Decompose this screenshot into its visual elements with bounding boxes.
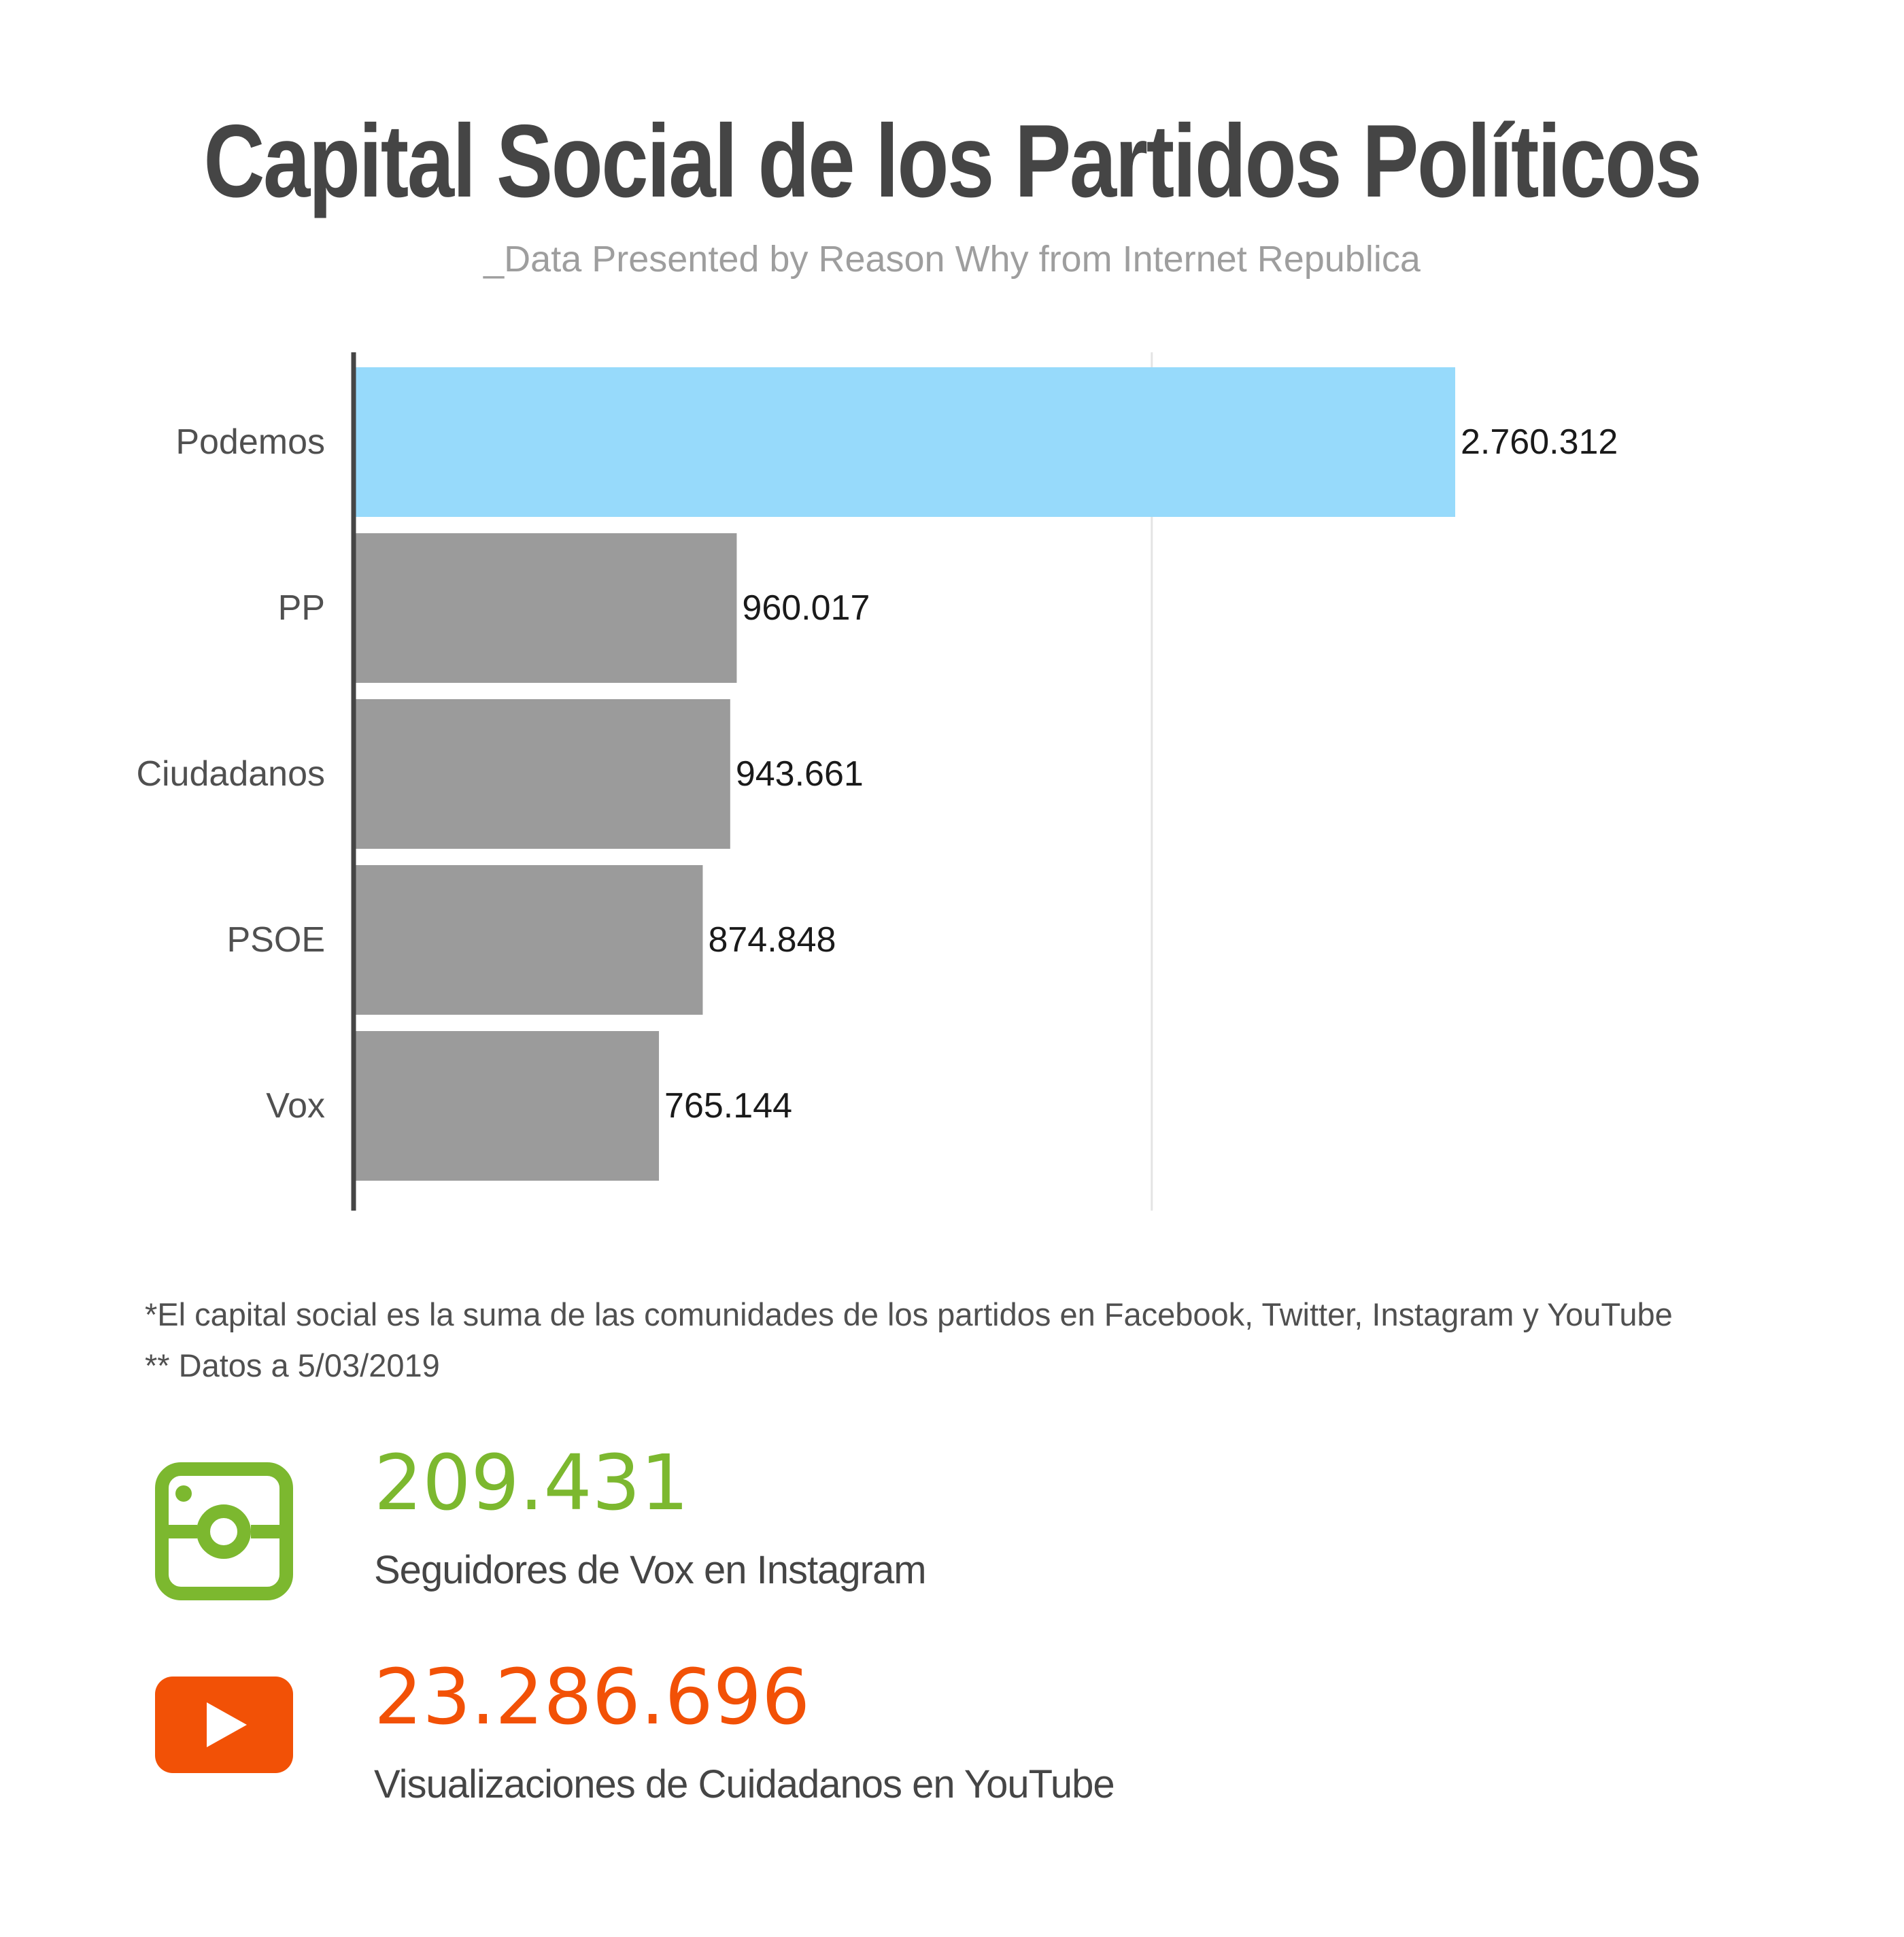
page-subtitle: _Data Presented by Reason Why from Inter… — [483, 239, 1421, 280]
youtube-stat-label: Visualizaciones de Cuidadanos en YouTube — [374, 1762, 1115, 1806]
bar-podemos — [354, 367, 1455, 517]
category-label-vox: Vox — [266, 1086, 325, 1126]
data-label-podemos: 2.760.312 — [1461, 422, 1618, 462]
data-label-psoe: 874.848 — [708, 920, 836, 960]
footnote-date: ** Datos a 5/03/2019 — [145, 1347, 440, 1383]
footnote-definition: *El capital social es la suma de las com… — [145, 1296, 1673, 1332]
bar-chart: Podemos 2.760.312 PP 960.017 Ciudadanos 943.6… — [136, 352, 1618, 1211]
category-label-ciudadanos: Ciudadanos — [136, 754, 325, 794]
youtube-stat-value: 23.286.696 — [374, 1653, 811, 1742]
instagram-icon — [155, 1462, 293, 1600]
category-label-psoe: PSOE — [227, 920, 326, 960]
instagram-stat-value: 209.431 — [374, 1439, 690, 1528]
instagram-stat-label: Seguidores de Vox en Instagram — [374, 1548, 927, 1592]
bar-psoe — [354, 865, 703, 1015]
category-label-pp: PP — [278, 588, 325, 628]
youtube-icon — [155, 1677, 293, 1773]
page-title: Capital Social de los Partidos Políticos — [203, 103, 1702, 219]
bar-ciudadanos — [354, 699, 730, 849]
data-label-ciudadanos: 943.661 — [736, 754, 864, 794]
data-label-vox: 765.144 — [664, 1086, 792, 1126]
data-label-pp: 960.017 — [742, 588, 870, 628]
bar-vox — [354, 1031, 660, 1181]
bar-pp — [354, 533, 737, 683]
category-label-podemos: Podemos — [175, 422, 325, 462]
